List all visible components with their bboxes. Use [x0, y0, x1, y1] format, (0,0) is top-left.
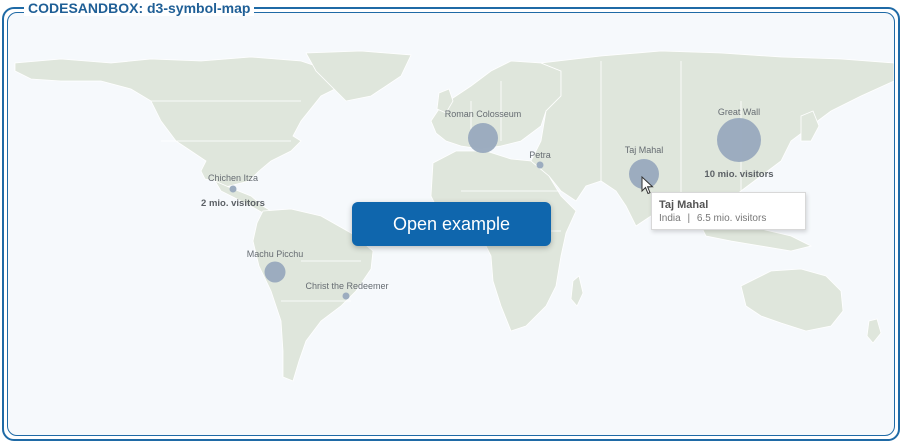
bubble-great-wall[interactable] [717, 118, 761, 162]
north-america-landmass [14, 56, 342, 188]
uk-landmass [436, 88, 454, 114]
tooltip-title: Taj Mahal [659, 199, 709, 211]
australia-landmass [740, 268, 844, 332]
world-map: Roman Colosseum Great Wall 10 mio. visit… [14, 50, 894, 382]
label-taj-mahal: Taj Mahal [625, 145, 664, 155]
landmark-tooltip: Taj Mahal India | 6.5 mio. visitors [651, 192, 806, 230]
sandbox-title: CODESANDBOX: d3-symbol-map [24, 0, 255, 16]
visitors-chichen-itza: 2 mio. visitors [201, 198, 265, 209]
bubble-machu-picchu[interactable] [264, 261, 286, 283]
label-roman-colosseum: Roman Colosseum [445, 109, 522, 119]
sandbox-frame-outer [2, 7, 900, 441]
bubble-chichen-itza[interactable] [229, 185, 237, 193]
label-christ-the-redeemer: Christ the Redeemer [305, 281, 388, 291]
bubble-christ-the-redeemer[interactable] [342, 292, 350, 300]
bubble-taj-mahal[interactable] [629, 159, 659, 189]
visitors-great-wall: 10 mio. visitors [704, 169, 773, 180]
arrow-cursor-icon [641, 176, 654, 195]
label-great-wall: Great Wall [718, 107, 760, 117]
open-example-button[interactable]: Open example [352, 202, 551, 246]
greenland-landmass [305, 50, 412, 102]
label-petra: Petra [529, 150, 551, 160]
tooltip-separator: | [687, 213, 691, 224]
label-machu-picchu: Machu Picchu [247, 249, 304, 259]
tooltip-country: India [659, 213, 681, 224]
tooltip-visitors: 6.5 mio. visitors [696, 213, 767, 224]
japan-landmass [800, 110, 820, 142]
new-zealand-landmass [866, 318, 882, 344]
madagascar-landmass [570, 275, 584, 307]
bubble-roman-colosseum[interactable] [468, 123, 498, 153]
label-chichen-itza: Chichen Itza [208, 173, 258, 183]
bubble-petra[interactable] [536, 161, 544, 169]
tooltip-details: India | 6.5 mio. visitors [659, 212, 798, 225]
